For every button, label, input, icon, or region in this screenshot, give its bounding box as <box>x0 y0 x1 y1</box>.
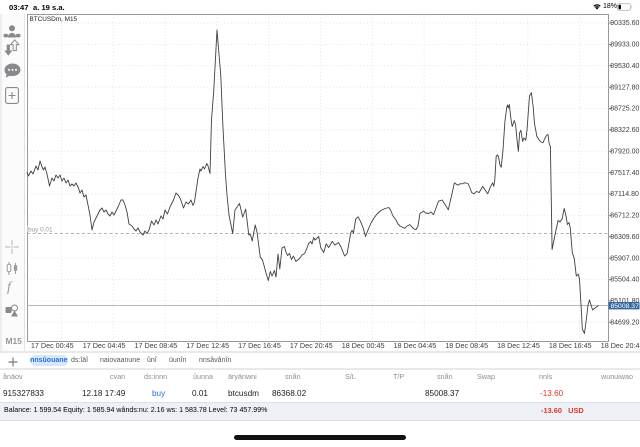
svg-text:BTCUSDm, M15: BTCUSDm, M15 <box>30 16 78 23</box>
svg-text:17 Dec 08:45: 17 Dec 08:45 <box>135 341 178 350</box>
svg-text:89530.40: 89530.40 <box>610 63 639 70</box>
svg-text:buy 0.01: buy 0.01 <box>28 226 53 233</box>
svg-text:18 Dec 08:45: 18 Dec 08:45 <box>445 341 488 350</box>
svg-text:17 Dec 16:45: 17 Dec 16:45 <box>238 341 281 350</box>
svg-text:86309.60: 86309.60 <box>610 234 639 241</box>
svg-text:87114.80: 87114.80 <box>610 191 639 198</box>
svg-text:18 Dec 20:45: 18 Dec 20:45 <box>601 341 640 350</box>
svg-text:17 Dec 04:45: 17 Dec 04:45 <box>83 341 126 350</box>
svg-text:86712.20: 86712.20 <box>610 213 639 220</box>
svg-text:88322.60: 88322.60 <box>610 127 639 134</box>
svg-text:17 Dec 20:45: 17 Dec 20:45 <box>290 341 333 350</box>
svg-text:85101.80: 85101.80 <box>610 298 639 305</box>
svg-text:18 Dec 00:45: 18 Dec 00:45 <box>342 341 385 350</box>
svg-text:18 Dec 16:45: 18 Dec 16:45 <box>549 341 592 350</box>
svg-text:88725.20: 88725.20 <box>610 106 639 113</box>
svg-text:89933.00: 89933.00 <box>610 42 639 49</box>
svg-text:87517.40: 87517.40 <box>610 170 639 177</box>
svg-text:85907.00: 85907.00 <box>610 255 639 262</box>
svg-text:17 Dec 12:45: 17 Dec 12:45 <box>186 341 229 350</box>
svg-text:18 Dec 12:45: 18 Dec 12:45 <box>497 341 540 350</box>
svg-text:87920.00: 87920.00 <box>610 148 639 155</box>
svg-text:84699.20: 84699.20 <box>610 319 639 326</box>
svg-text:17 Dec 00:45: 17 Dec 00:45 <box>31 341 74 350</box>
svg-text:85008.37: 85008.37 <box>611 303 640 310</box>
svg-text:85504.40: 85504.40 <box>610 277 639 284</box>
svg-text:18 Dec 04:45: 18 Dec 04:45 <box>394 341 437 350</box>
svg-text:89127.80: 89127.80 <box>610 84 639 91</box>
svg-text:90335.60: 90335.60 <box>610 20 639 27</box>
